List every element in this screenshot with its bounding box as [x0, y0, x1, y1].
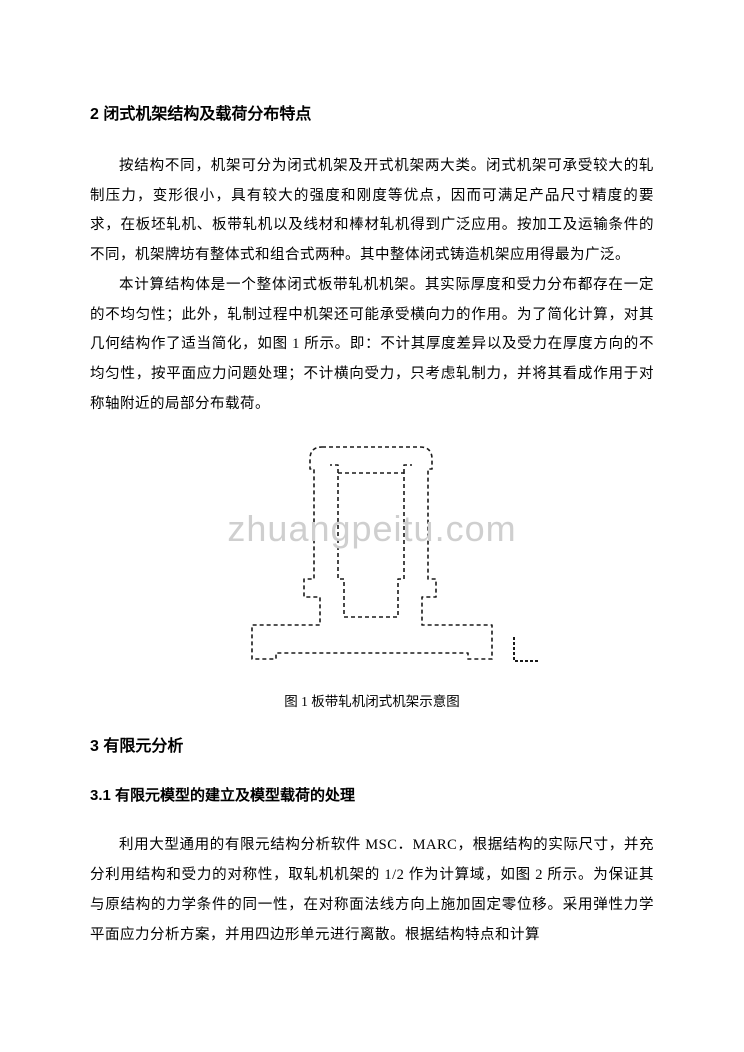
section-3-heading: 3 有限元分析 — [90, 732, 654, 756]
figure-1-caption: 图 1 板带轧机闭式机架示意图 — [90, 690, 654, 710]
frame-diagram-svg — [192, 429, 552, 679]
section-3-para-1: 利用大型通用的有限元结构分析软件 MSC．MARC，根据结构的实际尺寸，并充分利… — [90, 831, 654, 950]
section-2-heading: 2 闭式机架结构及载荷分布特点 — [90, 100, 654, 124]
section-2-para-2: 本计算结构体是一个整体闭式板带轧机机架。其实际厚度和受力分布都存在一定的不均匀性… — [90, 271, 654, 420]
section-3-1-heading: 3.1 有限元模型的建立及模型载荷的处理 — [90, 784, 654, 805]
figure-1 — [90, 429, 654, 684]
section-2-para-1: 按结构不同，机架可分为闭式机架及开式机架两大类。闭式机架可承受较大的轧制压力，变… — [90, 152, 654, 271]
